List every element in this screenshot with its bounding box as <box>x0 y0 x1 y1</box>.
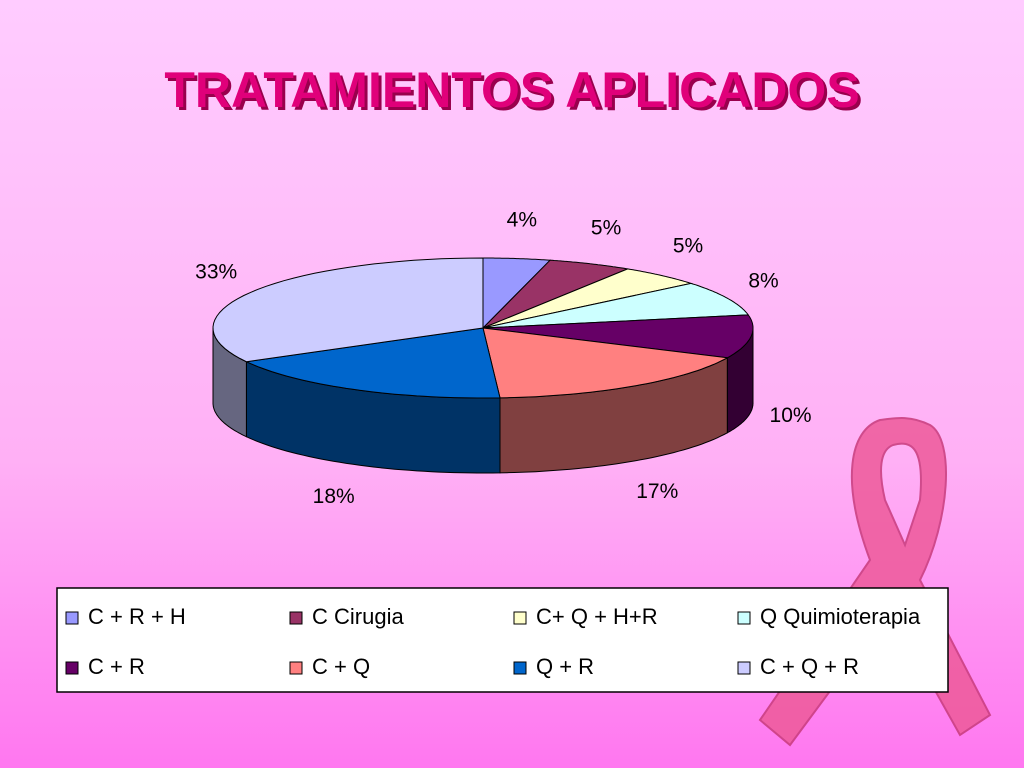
legend-label: C+ Q + H+R <box>536 604 658 629</box>
legend-swatch <box>65 661 79 675</box>
chart-title: TRATAMIENTOS APLICADOS <box>164 62 859 118</box>
legend-swatch <box>513 611 527 625</box>
legend-swatch <box>289 611 303 625</box>
legend-swatch <box>513 661 527 675</box>
slice <box>482 282 750 329</box>
data-label: 10% <box>770 404 812 427</box>
data-label: 18% <box>313 485 355 508</box>
data-label: 5% <box>673 235 703 258</box>
legend-swatch <box>65 611 79 625</box>
data-label: 5% <box>591 216 621 239</box>
data-label: 4% <box>507 208 537 231</box>
slice <box>212 257 484 363</box>
legend-swatch <box>737 611 751 625</box>
title-shadow: TRATAMIENTOS APLICADOS <box>167 65 862 121</box>
data-label: 17% <box>636 480 678 503</box>
slice <box>482 314 754 359</box>
slice <box>244 327 501 399</box>
legend-label: C + R + H <box>88 604 186 629</box>
legend-label: Q + R <box>536 654 594 679</box>
legend-box <box>56 587 949 693</box>
data-label: 8% <box>748 270 778 293</box>
slice <box>482 327 729 399</box>
legend-label: C Cirugia <box>312 604 404 629</box>
legend-label: C + Q + R <box>760 654 859 679</box>
legend-swatch <box>289 661 303 675</box>
slice <box>482 259 630 329</box>
legend-label: C + Q <box>312 654 370 679</box>
legend-swatch <box>737 661 751 675</box>
legend-label: C + R <box>88 654 145 679</box>
data-label: 33% <box>195 261 237 284</box>
legend-label: Q Quimioterapia <box>760 604 921 629</box>
slice <box>482 268 693 329</box>
